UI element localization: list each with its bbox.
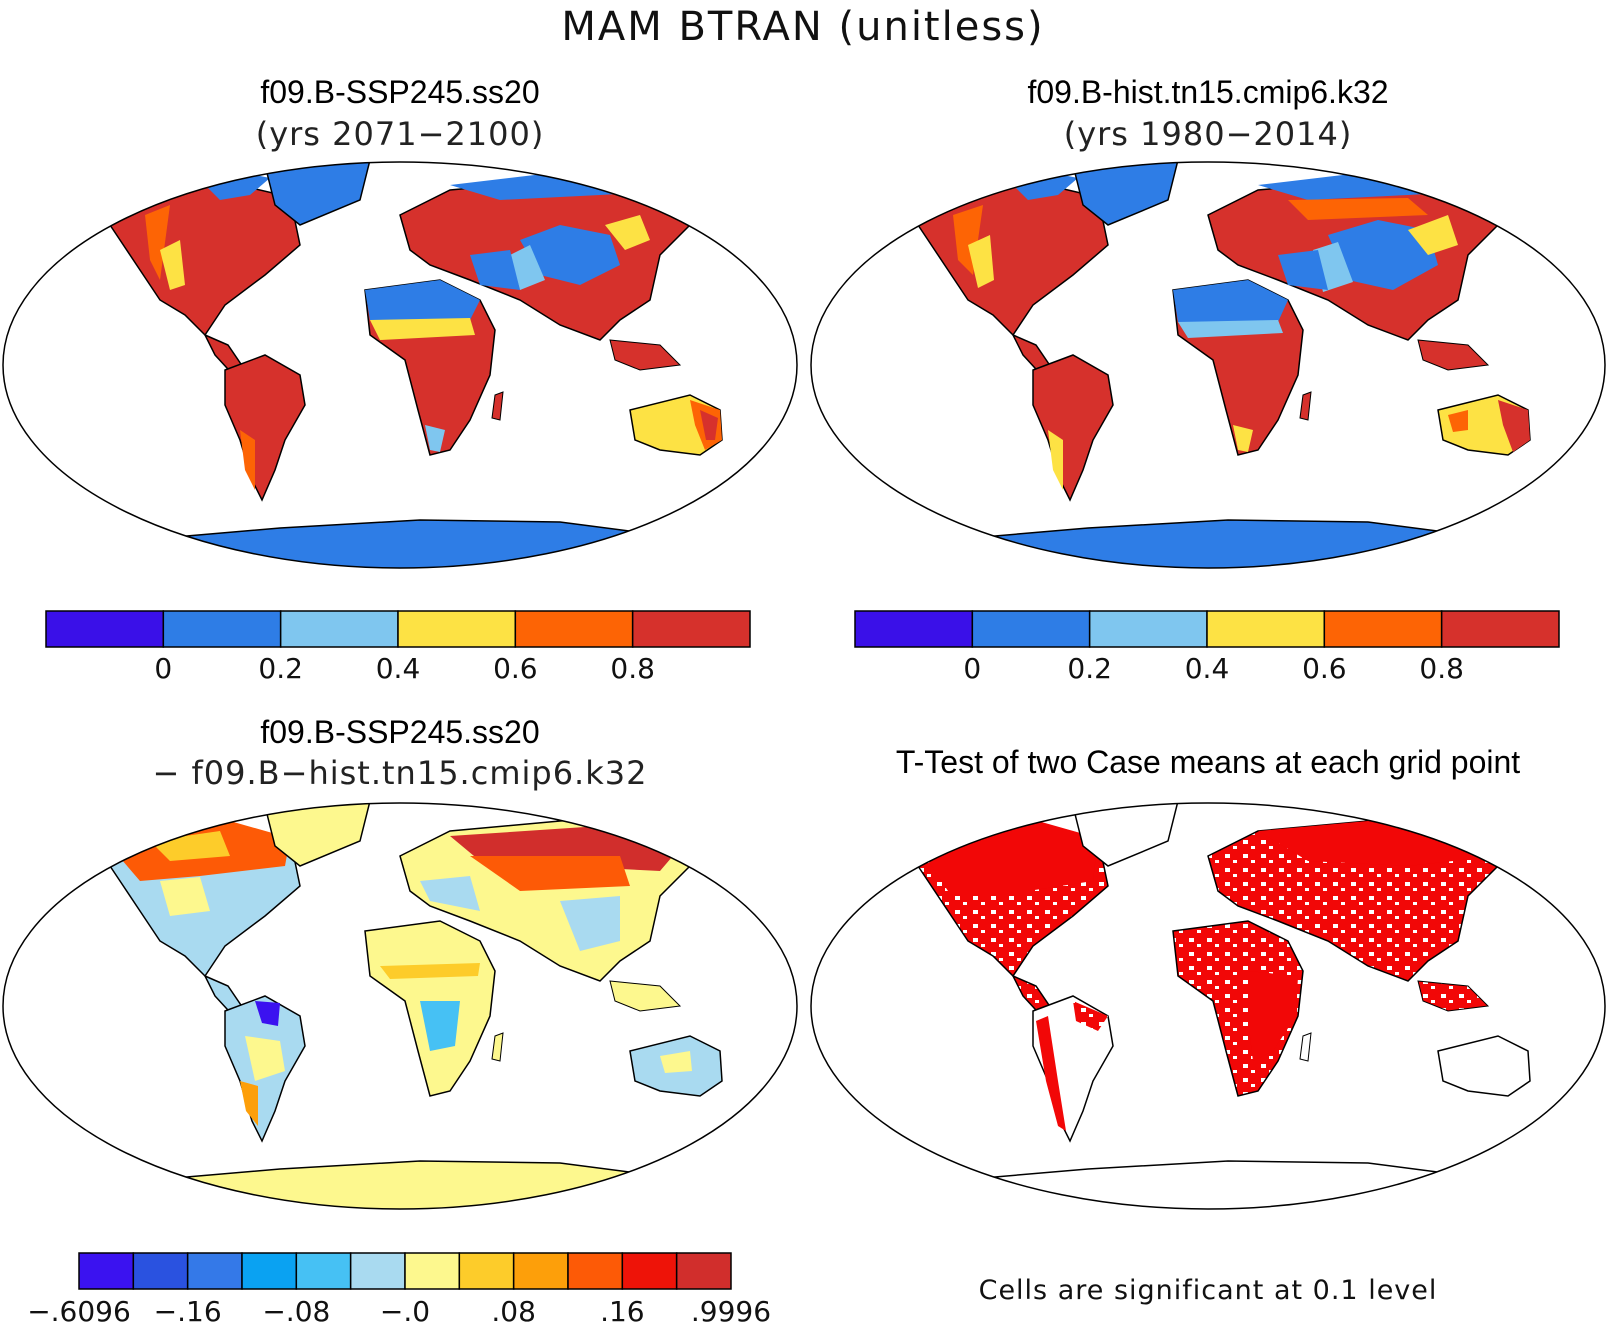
colorbar-tick-label: 0 — [963, 652, 981, 685]
colorbar-swatch — [512, 1252, 569, 1290]
significance-note: Cells are significant at 0.1 level — [979, 1275, 1438, 1306]
colorbar-tick-label: −.16 — [154, 1295, 222, 1323]
map-ttest — [811, 803, 1605, 1209]
colorbar-swatch — [1088, 610, 1208, 648]
figure-title: MAM BTRAN (unitless) — [561, 4, 1044, 50]
panel-title: f09.B-hist.tn15.cmip6.k32 — [1027, 74, 1388, 110]
colorbar-tick-label: 0.2 — [258, 652, 303, 685]
panel-historical: f09.B-hist.tn15.cmip6.k32 (yrs 1980−2014… — [810, 74, 1606, 569]
panel-title: f09.B-SSP245.ss20 — [260, 714, 539, 750]
colorbar-tick-label: .08 — [491, 1295, 536, 1323]
colorbar-swatch — [458, 1252, 515, 1290]
map-border — [2, 802, 798, 1210]
colorbar-swatch — [78, 1252, 135, 1290]
colorbar-tick-label: −.08 — [262, 1295, 330, 1323]
panel-subtitle: (yrs 1980−2014) — [1064, 115, 1353, 153]
colorbar-tick-label: 0.2 — [1067, 652, 1112, 685]
panel-difference: f09.B-SSP245.ss20 − f09.B−hist.tn15.cmip… — [2, 714, 798, 1210]
map-border — [810, 161, 1606, 569]
colorbar-swatch — [1440, 610, 1560, 648]
colorbar-swatch — [621, 1252, 678, 1290]
map-border — [810, 802, 1606, 1210]
colorbar-swatch — [1323, 610, 1443, 648]
colorbar-tick-label: 0.8 — [610, 652, 655, 685]
panel-title: f09.B-SSP245.ss20 — [260, 74, 539, 110]
map-border — [2, 161, 798, 569]
panel-subtitle: − f09.B−hist.tn15.cmip6.k32 — [153, 754, 648, 792]
panel-ttest: T-Test of two Case means at each grid po… — [810, 744, 1606, 1306]
map-future — [3, 162, 797, 568]
colorbar-tick-label: .16 — [600, 1295, 645, 1323]
colorbar-swatch — [295, 1252, 352, 1290]
colorbar-tick-label: 0.4 — [1185, 652, 1230, 685]
colorbar-tick-label: 0.6 — [493, 652, 538, 685]
colorbar-tick-label: 0.4 — [376, 652, 421, 685]
colorbar-swatch — [631, 610, 751, 648]
colorbar-swatch — [854, 610, 974, 648]
colorbar-swatch — [162, 610, 282, 648]
panel-subtitle: (yrs 2071−2100) — [256, 115, 545, 153]
colorbar-future: 0 0.2 0.4 0.6 0.8 — [45, 610, 751, 685]
colorbar-swatch — [397, 610, 517, 648]
colorbar-swatch — [186, 1252, 243, 1290]
colorbar-swatch — [279, 610, 399, 648]
colorbar-tick-label: 0.6 — [1302, 652, 1347, 685]
colorbar-tick-label: 0.8 — [1419, 652, 1464, 685]
colorbar-tick-label: −.0 — [380, 1295, 430, 1323]
map-difference — [3, 803, 797, 1209]
panel-future: f09.B-SSP245.ss20 (yrs 2071−2100) — [2, 74, 798, 569]
colorbar-swatch — [514, 610, 634, 648]
colorbar-swatch — [349, 1252, 406, 1290]
colorbar-historical: 0 0.2 0.4 0.6 0.8 — [854, 610, 1560, 685]
colorbar-swatch — [132, 1252, 189, 1290]
colorbar-difference: −.6096 −.16 −.08 −.0 .08 .16 .9996 — [27, 1252, 771, 1323]
colorbar-swatch — [404, 1252, 461, 1290]
colorbar-swatch — [45, 610, 165, 648]
panel-title: T-Test of two Case means at each grid po… — [896, 744, 1520, 780]
colorbar-tick-label: −.6096 — [27, 1295, 131, 1323]
colorbar-swatch — [675, 1252, 732, 1290]
colorbar-swatch — [241, 1252, 298, 1290]
colorbar-swatch — [567, 1252, 624, 1290]
map-historical — [811, 162, 1605, 568]
colorbar-swatch — [1206, 610, 1326, 648]
colorbar-swatch — [971, 610, 1091, 648]
colorbar-tick-label: .9996 — [691, 1295, 771, 1323]
colorbar-tick-label: 0 — [154, 652, 172, 685]
